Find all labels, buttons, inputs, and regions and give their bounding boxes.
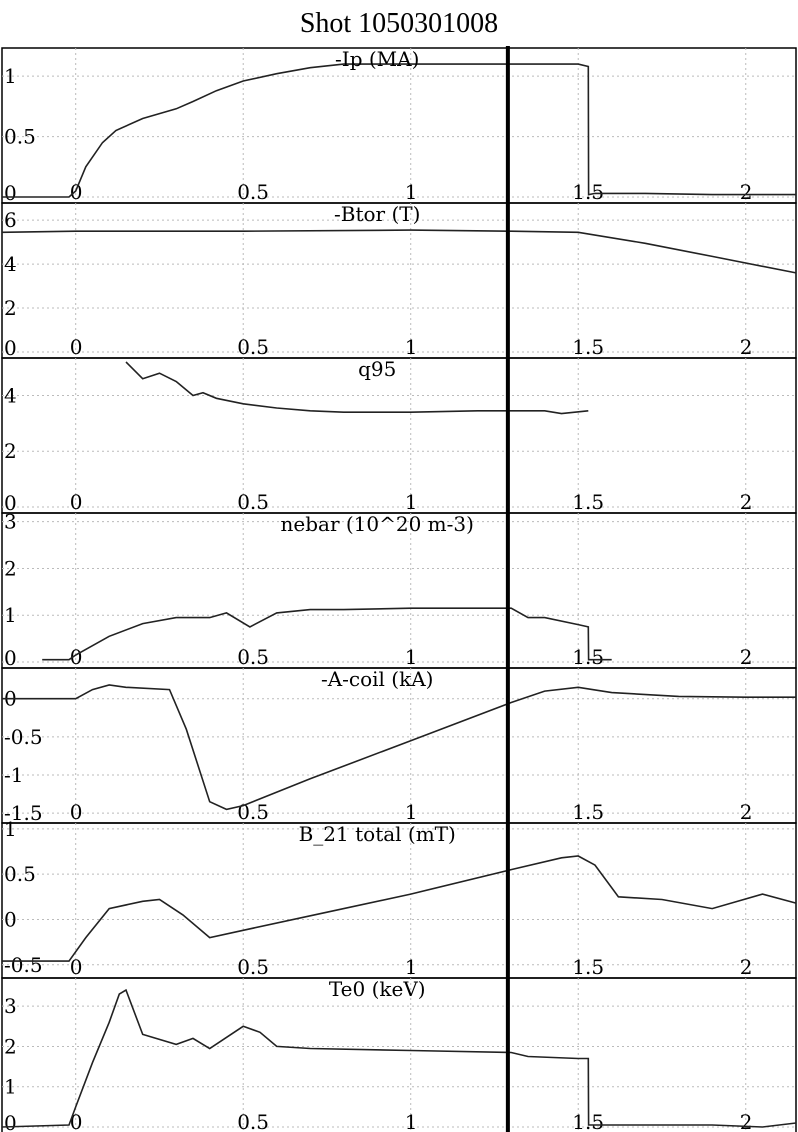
series-line — [2, 684, 796, 811]
x-tick-label: 0 — [70, 180, 83, 204]
panel-frame — [1, 357, 797, 514]
figure: 0 0.5 1 0 0.5 1 1.5 2 -Ip (MA) 0 2 4 6 0 0.5 1 1.5 2 -Btor… — [1, 46, 797, 1132]
x-tick-label: 2 — [740, 800, 753, 824]
series-line — [125, 361, 589, 415]
x-tick-label: 2 — [740, 180, 753, 204]
x-tick-label: 1.5 — [572, 955, 604, 979]
x-tick-label: 0.5 — [237, 490, 269, 514]
x-tick-label: 0 — [70, 800, 83, 824]
panel-title: -Ip (MA) — [335, 47, 419, 71]
x-tick-label: 2 — [740, 645, 753, 669]
panel-frame — [1, 977, 797, 1132]
x-tick-label: 0 — [70, 490, 83, 514]
y-tick-label: 2 — [4, 296, 17, 320]
x-tick-label: 1 — [405, 490, 418, 514]
y-tick-label: 0.5 — [4, 862, 36, 886]
x-tick-label: 1 — [405, 645, 418, 669]
y-tick-label: 6 — [4, 208, 17, 232]
x-tick-label: 1 — [405, 955, 418, 979]
x-tick-label: 1 — [405, 1110, 418, 1132]
panel-frame — [1, 47, 797, 204]
x-tick-label: 0.5 — [237, 180, 269, 204]
series-line — [42, 607, 612, 661]
panels: 0 0.5 1 0 0.5 1 1.5 2 -Ip (MA) 0 2 4 6 0 0.5 1 1.5 2 -Btor… — [1, 47, 797, 1132]
series-line — [2, 855, 797, 962]
y-tick-label: 0 — [4, 336, 17, 360]
page-title: Shot 1050301008 — [299, 8, 499, 39]
y-tick-label: 0.5 — [4, 125, 36, 149]
y-tick-label: 2 — [4, 439, 17, 463]
series-line — [2, 63, 796, 198]
x-tick-label: 1.5 — [572, 335, 604, 359]
series-line — [1, 229, 797, 274]
x-tick-label: 0 — [70, 1110, 83, 1132]
x-tick-label: 1 — [405, 180, 418, 204]
x-tick-label: 2 — [740, 490, 753, 514]
panel-3: 0 2 4 0 0.5 1 1.5 2 q95 — [1, 357, 797, 515]
panel-title: -A-coil (kA) — [321, 667, 434, 691]
y-tick-label: -1 — [4, 763, 23, 787]
y-tick-label: 4 — [4, 383, 17, 407]
x-tick-label: 1 — [405, 335, 418, 359]
y-tick-label: 0 — [4, 181, 17, 205]
panel-frame — [1, 512, 797, 669]
panel-title: nebar (10^20 m-3) — [281, 512, 474, 536]
x-tick-label: 0.5 — [237, 335, 269, 359]
y-tick-label: 3 — [4, 510, 17, 534]
panel-title: -Btor (T) — [334, 202, 420, 226]
x-tick-label: 0 — [70, 335, 83, 359]
y-tick-label: 2 — [4, 1034, 17, 1058]
y-tick-label: 1 — [4, 603, 17, 627]
x-tick-label: 0.5 — [237, 645, 269, 669]
x-tick-label: 1 — [405, 800, 418, 824]
x-tick-label: 1.5 — [572, 490, 604, 514]
x-tick-label: 0 — [70, 645, 83, 669]
y-tick-label: 0 — [4, 1111, 17, 1132]
series-line — [1, 988, 797, 1128]
y-tick-label: -1.5 — [4, 801, 43, 825]
y-tick-label: 0 — [4, 646, 17, 670]
x-tick-label: 0 — [70, 955, 83, 979]
x-tick-label: 2 — [740, 955, 753, 979]
panel-title: B_21 total (mT) — [299, 822, 456, 846]
y-tick-label: -0.5 — [4, 953, 43, 977]
x-tick-label: 0.5 — [237, 955, 269, 979]
x-tick-label: 2 — [740, 1110, 753, 1132]
panel-1: 00.510 0.5 1 1.5 2-Ip (MA) — [1, 47, 797, 205]
panel-title: Te0 (keV) — [329, 977, 426, 1001]
x-tick-label: 1.5 — [572, 800, 604, 824]
x-tick-label: 2 — [740, 335, 753, 359]
y-tick-label: 0 — [4, 491, 17, 515]
y-tick-label: 1 — [4, 817, 17, 841]
x-tick-label: 0.5 — [237, 800, 269, 824]
x-tick-label: 0.5 — [237, 1110, 269, 1132]
panel-title: q95 — [358, 357, 396, 381]
panel-frame — [1, 202, 797, 359]
y-tick-label: 4 — [4, 252, 17, 276]
y-tick-label: 1 — [4, 64, 17, 88]
panel-6: -0.5 0 0.5 1 0 0.5 1 1.5 2 B_21 total (mT) — [1, 817, 797, 979]
y-tick-label: 1 — [4, 1075, 17, 1099]
y-tick-label: 0 — [4, 907, 17, 931]
panel-frame — [1, 822, 797, 979]
y-tick-label: 2 — [4, 556, 17, 580]
panel-5: -1.5-1-0.500 0.5 1 1.5 2-A-coil (kA) — [1, 667, 797, 825]
y-tick-label: -0.5 — [4, 725, 43, 749]
y-tick-label: 3 — [4, 994, 17, 1018]
panel-2: 0 2 4 6 0 0.5 1 1.5 2 -Btor (T) — [1, 202, 797, 360]
